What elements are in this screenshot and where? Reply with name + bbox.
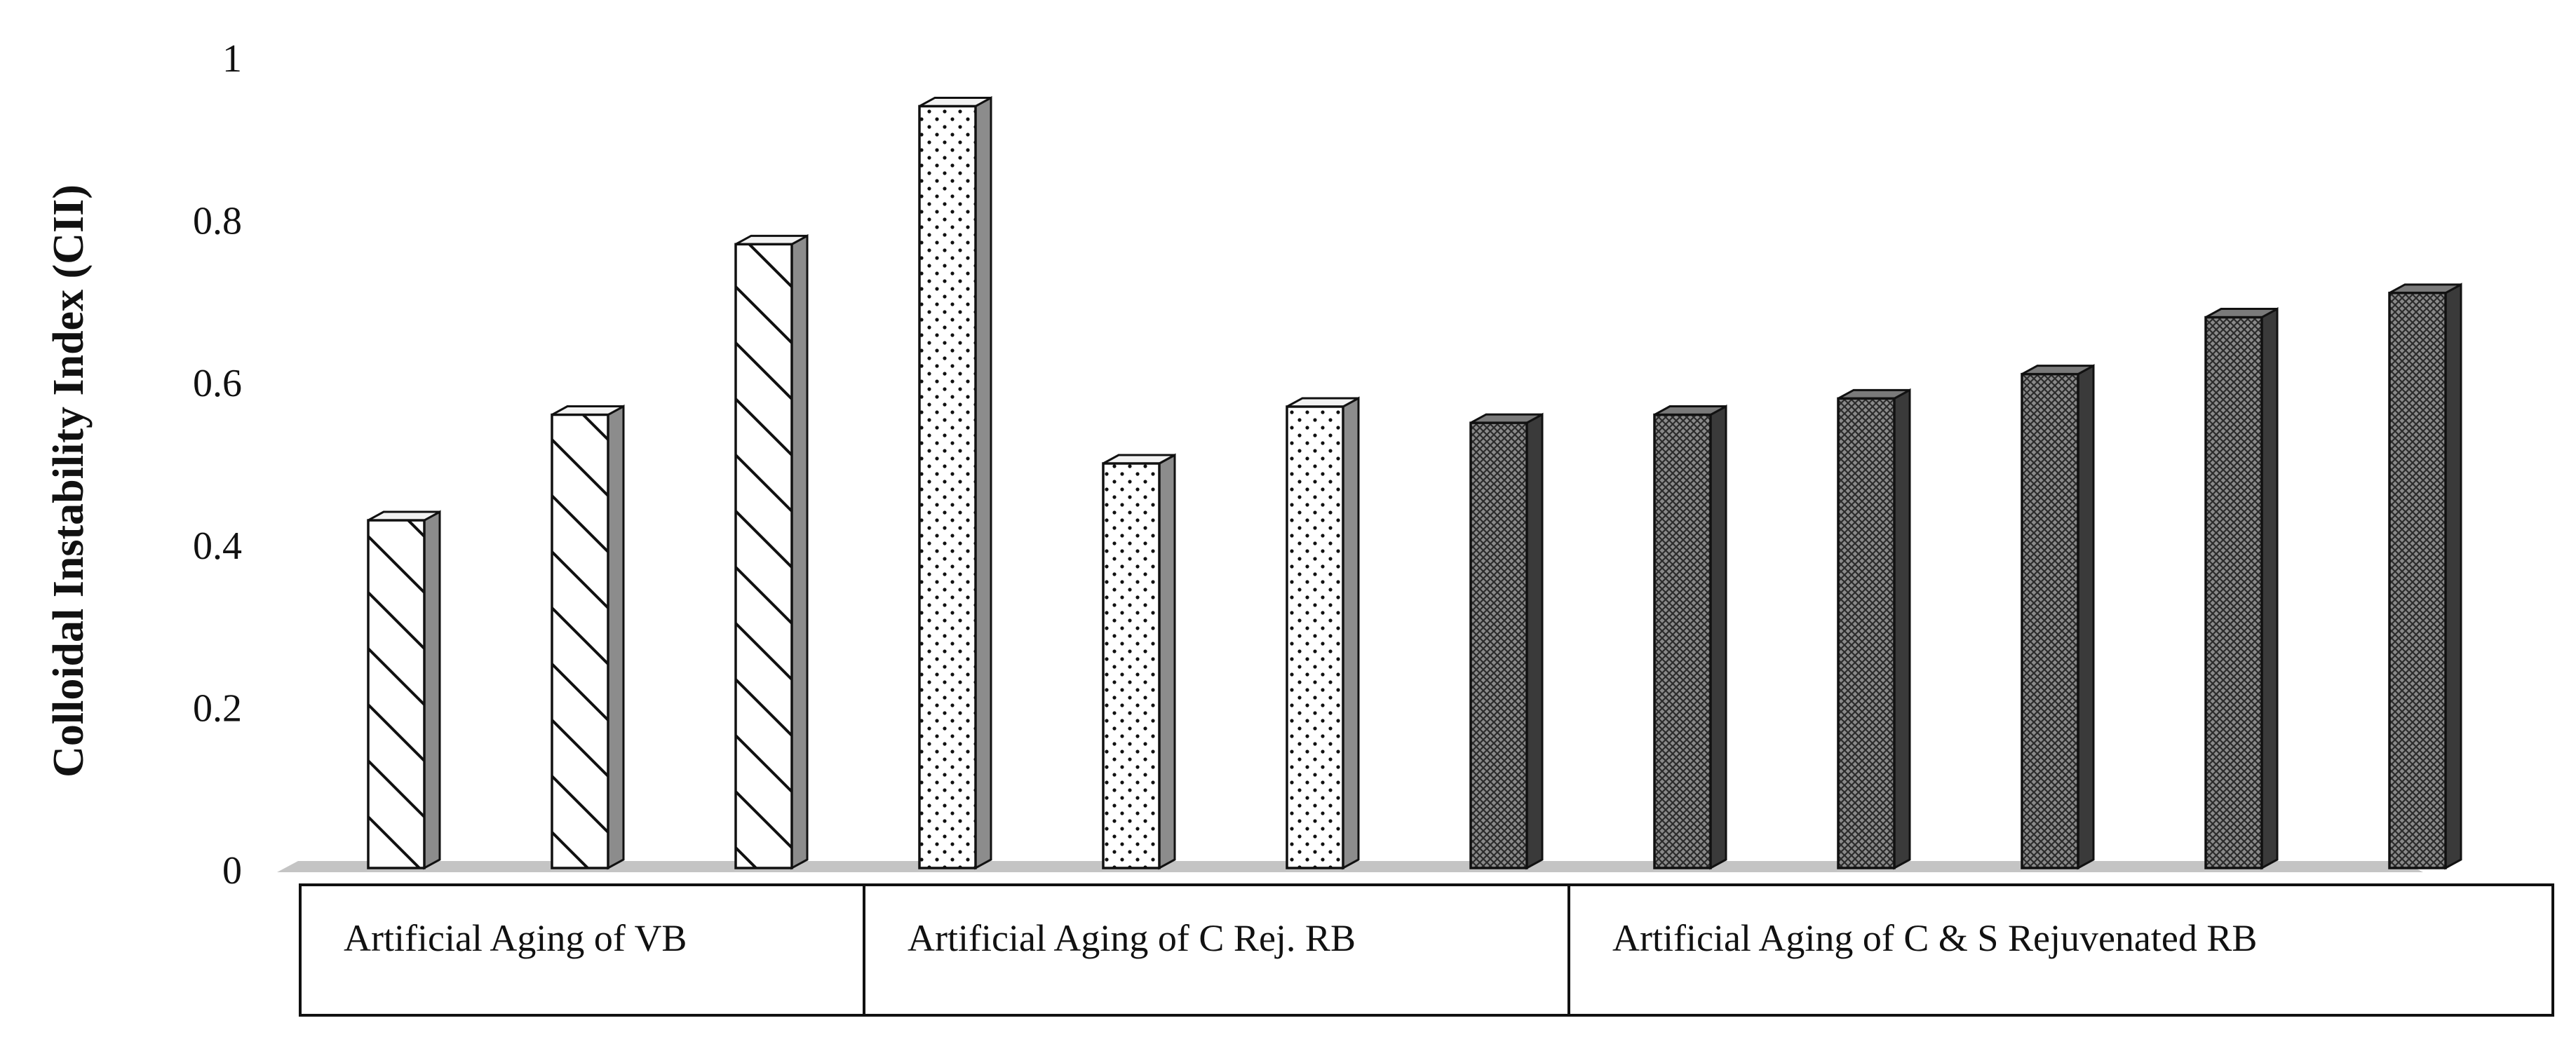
bar bbox=[1102, 453, 1176, 870]
bar bbox=[734, 233, 809, 870]
y-axis-title: Colloidal Instability Index (CII) bbox=[45, 184, 93, 778]
bar bbox=[2021, 364, 2095, 870]
y-tick-label: 0.4 bbox=[193, 524, 242, 568]
bar bbox=[2388, 283, 2462, 870]
bar bbox=[1653, 404, 1727, 870]
y-axis-ticks: 0 0.2 0.4 0.6 0.8 1 bbox=[193, 37, 242, 893]
category-labels: Artificial Aging of VB Artificial Aging o… bbox=[299, 883, 2554, 1017]
bar bbox=[367, 510, 441, 870]
y-tick-label: 1 bbox=[222, 37, 242, 81]
category-label: Artificial Aging of VB bbox=[344, 917, 687, 959]
bar bbox=[918, 95, 992, 870]
bar-series bbox=[367, 95, 2462, 870]
y-tick-label: 0.8 bbox=[193, 200, 242, 243]
bar bbox=[1837, 388, 1911, 870]
bar bbox=[1469, 412, 1544, 870]
y-tick-label: 0 bbox=[222, 849, 242, 893]
bar bbox=[2204, 307, 2279, 870]
category-label-box bbox=[1567, 883, 2554, 1017]
category-label: Artificial Aging of C & S Rejuvenated RB bbox=[1612, 917, 2257, 959]
category-label: Artificial Aging of C Rej. RB bbox=[908, 917, 1356, 959]
bar bbox=[551, 404, 625, 870]
y-tick-label: 0.2 bbox=[193, 686, 242, 730]
y-tick-label: 0.6 bbox=[193, 362, 242, 405]
bar bbox=[1286, 396, 1360, 870]
